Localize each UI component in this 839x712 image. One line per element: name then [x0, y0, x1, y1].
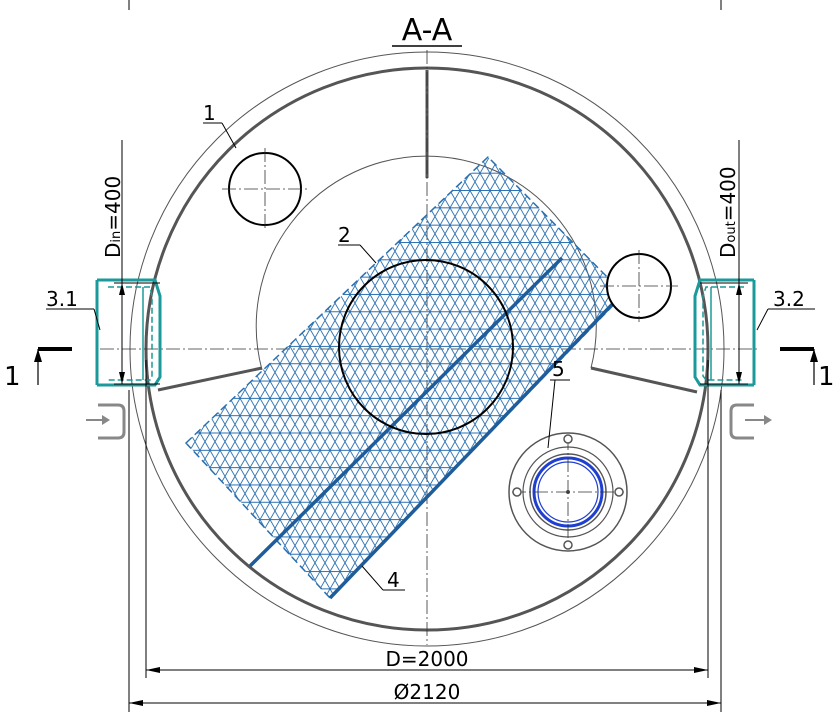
- inflow-arrow-icon: [86, 403, 126, 440]
- outer-diameter-label: Ø2120: [394, 680, 461, 704]
- section-marker-right: [780, 347, 818, 385]
- partition-left: [157, 366, 263, 392]
- d-in-label: Din=400: [101, 176, 125, 258]
- leader-2: [338, 244, 377, 264]
- leader-3-2: [756, 308, 815, 331]
- item-label-5: 5: [552, 357, 565, 381]
- leader-5: [547, 379, 570, 449]
- item-label-3-1: 3.1: [46, 287, 78, 311]
- inner-diameter-dimension: [145, 360, 709, 678]
- inner-diameter-label: D=2000: [385, 647, 468, 671]
- section-label-right: 1: [818, 362, 835, 392]
- d-in-dimension: [114, 140, 160, 385]
- leader-4: [361, 565, 405, 591]
- item-label-4: 4: [387, 568, 400, 592]
- outer-diameter-dimension: [128, 390, 722, 712]
- d-out-label: Dout=400: [716, 166, 740, 258]
- d-out-dimension: [700, 140, 748, 385]
- section-label-left: 1: [4, 362, 21, 392]
- filter-media: [184, 155, 628, 600]
- item-label-1: 1: [203, 101, 216, 125]
- section-title: A-A: [402, 13, 453, 48]
- central-well: [338, 259, 514, 435]
- partition-right: [590, 366, 698, 394]
- flange-assembly: [508, 432, 628, 552]
- outlet-pipe: [693, 278, 756, 387]
- leader-1: [203, 122, 237, 149]
- inlet-pipe: [95, 278, 162, 387]
- section-marker-left: [34, 347, 72, 385]
- opening-top-left: [222, 148, 308, 230]
- item-label-3-2: 3.2: [773, 287, 805, 311]
- outflow-arrow-icon: [729, 403, 772, 440]
- item-label-2: 2: [338, 223, 351, 247]
- leader-3-1: [46, 308, 101, 331]
- opening-right: [600, 250, 678, 322]
